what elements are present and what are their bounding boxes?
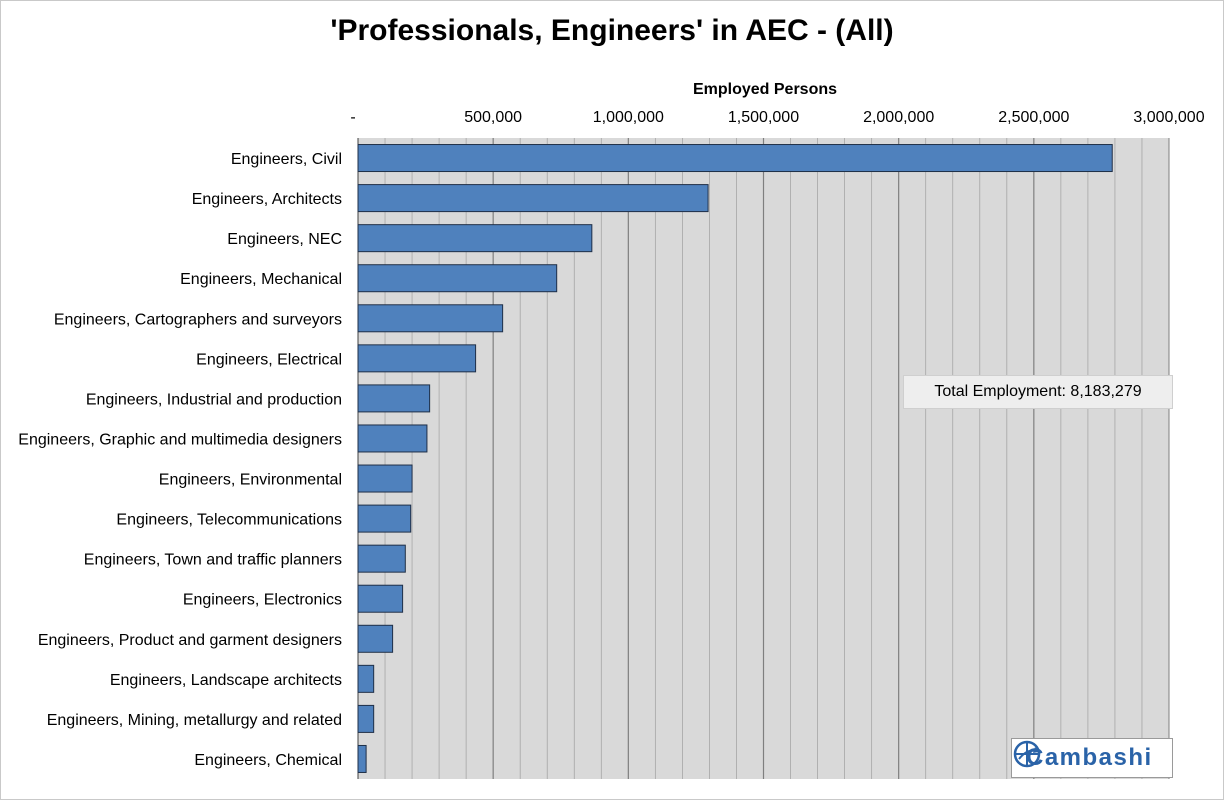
bar [357, 624, 394, 653]
logo-text: Cambashi [1026, 744, 1153, 771]
bar [357, 424, 428, 453]
category-label: Engineers, Architects [192, 191, 342, 208]
bar [357, 544, 406, 573]
bar [357, 464, 413, 493]
bar [357, 744, 367, 773]
category-label: Engineers, Electronics [183, 592, 342, 609]
category-label: Engineers, Mechanical [180, 271, 342, 288]
category-label: Engineers, Landscape architects [110, 672, 342, 689]
bar [357, 184, 709, 213]
total-employment-annotation: Total Employment: 8,183,279 [903, 375, 1173, 409]
x-tick-label: 2,000,000 [863, 109, 934, 126]
category-label: Engineers, Graphic and multimedia design… [18, 431, 342, 448]
category-label: Engineers, Mining, metallurgy and relate… [47, 712, 342, 729]
bar [357, 224, 593, 253]
x-tick-label: 3,000,000 [1133, 109, 1204, 126]
x-tick-label: 1,000,000 [593, 109, 664, 126]
category-label: Engineers, Chemical [194, 752, 342, 769]
bar [357, 264, 558, 293]
chart-title: 'Professionals, Engineers' in AEC - (All… [330, 14, 894, 47]
bar [357, 144, 1113, 173]
category-label: Engineers, Telecommunications [116, 512, 342, 529]
bar [357, 304, 504, 333]
bar [357, 704, 375, 733]
x-axis-label: Employed Persons [693, 81, 837, 98]
bar [357, 344, 477, 373]
category-label: Engineers, NEC [227, 231, 342, 248]
x-tick-label: - [350, 109, 355, 126]
category-label: Engineers, Electrical [196, 351, 342, 368]
bar [357, 664, 375, 693]
x-tick-label: 500,000 [464, 109, 522, 126]
category-label: Engineers, Cartographers and surveyors [54, 311, 342, 328]
total-employment-text: Total Employment: 8,183,279 [934, 383, 1142, 400]
bar [357, 504, 412, 533]
category-label: Engineers, Town and traffic planners [84, 552, 342, 569]
cambashi-logo: Cambashi [1011, 738, 1173, 778]
bar [357, 384, 431, 413]
x-tick-label: 1,500,000 [728, 109, 799, 126]
category-label: Engineers, Industrial and production [86, 391, 342, 408]
category-label: Engineers, Civil [231, 151, 342, 168]
x-tick-label: 2,500,000 [998, 109, 1069, 126]
category-label: Engineers, Product and garment designers [38, 632, 342, 649]
bar [357, 584, 404, 613]
category-label: Engineers, Environmental [159, 472, 342, 489]
